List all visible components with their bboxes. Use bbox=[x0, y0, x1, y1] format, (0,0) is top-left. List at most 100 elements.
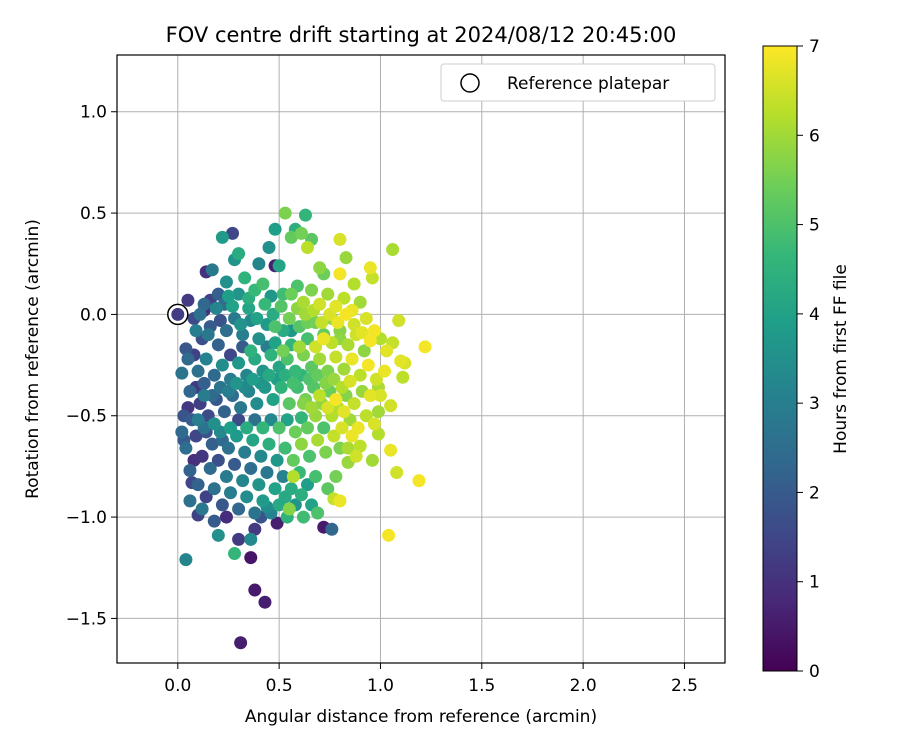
data-point bbox=[367, 417, 381, 431]
data-point bbox=[298, 208, 312, 222]
data-point bbox=[276, 344, 290, 358]
data-point bbox=[179, 553, 193, 567]
data-point bbox=[363, 261, 377, 275]
data-point bbox=[329, 299, 343, 313]
data-point bbox=[234, 401, 248, 415]
x-tick-label: 1.0 bbox=[367, 676, 394, 696]
data-point bbox=[264, 348, 278, 362]
data-point bbox=[219, 470, 233, 484]
data-point bbox=[337, 405, 351, 419]
data-point bbox=[361, 358, 375, 372]
data-point bbox=[219, 324, 233, 338]
data-point bbox=[232, 356, 246, 370]
data-point bbox=[384, 443, 398, 457]
legend-entry-reference-platepar: Reference platepar bbox=[507, 74, 669, 94]
data-point bbox=[179, 441, 193, 455]
data-point bbox=[230, 376, 244, 390]
colorbar-tick-label: 7 bbox=[809, 37, 820, 57]
data-point bbox=[268, 482, 282, 496]
data-point bbox=[272, 421, 286, 435]
data-point bbox=[347, 277, 361, 291]
data-point bbox=[313, 352, 327, 366]
data-point bbox=[240, 490, 254, 504]
data-point bbox=[236, 328, 250, 342]
data-point bbox=[313, 297, 327, 311]
data-point bbox=[278, 206, 292, 220]
data-point bbox=[209, 301, 223, 315]
data-point bbox=[211, 528, 225, 542]
data-point bbox=[284, 287, 298, 301]
data-point bbox=[294, 411, 308, 425]
data-point bbox=[325, 522, 339, 536]
data-point bbox=[286, 453, 300, 467]
data-point bbox=[278, 368, 292, 382]
data-point bbox=[215, 358, 229, 372]
data-point bbox=[396, 370, 410, 384]
data-point bbox=[296, 295, 310, 309]
data-point bbox=[280, 413, 294, 427]
data-point bbox=[384, 399, 398, 413]
data-point bbox=[274, 380, 288, 394]
data-point bbox=[195, 502, 209, 516]
data-point bbox=[369, 372, 383, 386]
data-point bbox=[175, 366, 189, 380]
data-point bbox=[207, 514, 221, 528]
data-point bbox=[349, 449, 363, 463]
data-point bbox=[197, 297, 211, 311]
data-point bbox=[270, 516, 284, 530]
data-point bbox=[380, 344, 394, 358]
data-point bbox=[238, 445, 252, 459]
data-point bbox=[195, 449, 209, 463]
data-point bbox=[286, 376, 300, 390]
data-point bbox=[327, 372, 341, 386]
data-point bbox=[189, 429, 203, 443]
data-point bbox=[319, 445, 333, 459]
data-point bbox=[256, 494, 270, 508]
y-tick-label: −1.0 bbox=[66, 508, 107, 528]
data-points bbox=[175, 206, 432, 650]
data-point bbox=[262, 437, 276, 451]
x-tick-label: 2.5 bbox=[671, 676, 698, 696]
data-point bbox=[335, 421, 349, 435]
data-point bbox=[315, 316, 329, 330]
data-point bbox=[329, 350, 343, 364]
data-point bbox=[228, 457, 242, 471]
data-point bbox=[294, 226, 308, 240]
data-point bbox=[258, 595, 272, 609]
data-point bbox=[250, 397, 264, 411]
data-point bbox=[175, 425, 189, 439]
data-point bbox=[248, 413, 262, 427]
data-point bbox=[292, 340, 306, 354]
x-tick-label: 2.0 bbox=[570, 676, 597, 696]
data-point bbox=[333, 232, 347, 246]
data-point bbox=[286, 470, 300, 484]
data-point bbox=[181, 352, 195, 366]
data-point bbox=[371, 405, 385, 419]
data-point bbox=[347, 318, 361, 332]
data-point bbox=[412, 474, 426, 488]
x-axis-ticks: 0.0 0.5 1.0 1.5 2.0 2.5 bbox=[164, 663, 698, 696]
data-point bbox=[193, 307, 207, 321]
data-point bbox=[329, 393, 343, 407]
data-point bbox=[211, 287, 225, 301]
data-point bbox=[238, 271, 252, 285]
data-point bbox=[244, 461, 258, 475]
data-point bbox=[256, 421, 270, 435]
data-point bbox=[217, 405, 231, 419]
x-tick-label: 1.5 bbox=[468, 676, 495, 696]
data-point bbox=[191, 478, 205, 492]
data-point bbox=[252, 257, 266, 271]
data-point bbox=[213, 313, 227, 327]
data-point bbox=[207, 482, 221, 496]
data-point bbox=[311, 368, 325, 382]
data-point bbox=[345, 429, 359, 443]
data-point bbox=[309, 470, 323, 484]
data-point bbox=[266, 307, 280, 321]
data-point bbox=[256, 277, 270, 291]
data-point bbox=[262, 368, 276, 382]
data-point bbox=[268, 336, 282, 350]
data-point bbox=[203, 461, 217, 475]
data-point bbox=[221, 441, 235, 455]
data-point bbox=[371, 427, 385, 441]
